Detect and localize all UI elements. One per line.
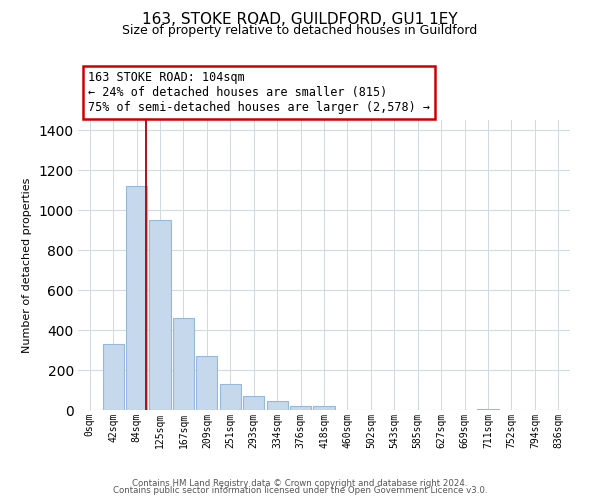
Bar [126,186,147,410]
Bar [220,384,241,410]
Text: 163 STOKE ROAD: 104sqm
← 24% of detached houses are smaller (815)
75% of semi-de: 163 STOKE ROAD: 104sqm ← 24% of detached… [88,71,430,114]
Bar [290,406,311,410]
Bar [266,401,287,410]
Bar [196,356,217,410]
Y-axis label: Number of detached properties: Number of detached properties [22,178,32,352]
Bar [243,396,264,410]
Bar [149,220,170,410]
Text: 163, STOKE ROAD, GUILDFORD, GU1 1EY: 163, STOKE ROAD, GUILDFORD, GU1 1EY [142,12,458,28]
Bar [478,409,499,410]
Bar [103,344,124,410]
Bar [173,318,194,410]
Text: Contains public sector information licensed under the Open Government Licence v3: Contains public sector information licen… [113,486,487,495]
Bar [313,406,335,410]
Text: Contains HM Land Registry data © Crown copyright and database right 2024.: Contains HM Land Registry data © Crown c… [132,478,468,488]
Text: Size of property relative to detached houses in Guildford: Size of property relative to detached ho… [122,24,478,37]
